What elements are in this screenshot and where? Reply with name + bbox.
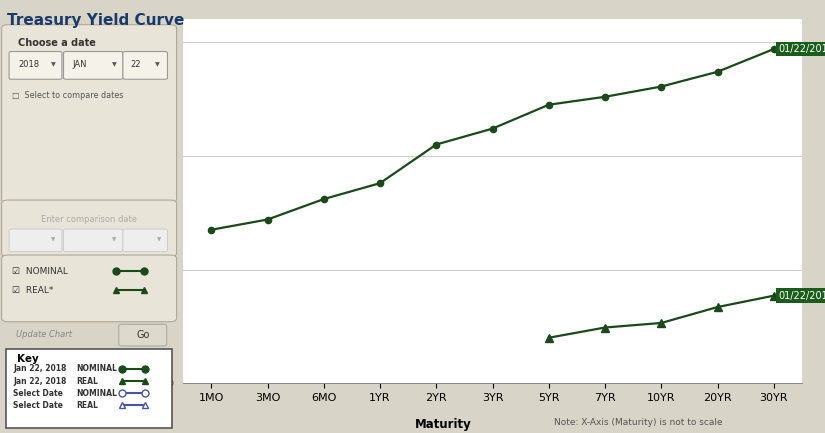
Text: JAN: JAN: [73, 61, 87, 69]
Text: Note: X-Axis (Maturity) is not to scale: Note: X-Axis (Maturity) is not to scale: [554, 418, 723, 427]
Text: □  Select to compare dates: □ Select to compare dates: [12, 91, 124, 100]
Text: Maturity: Maturity: [415, 418, 471, 431]
Text: ▼: ▼: [112, 62, 117, 68]
Y-axis label: Yield (%): Yield (%): [139, 175, 152, 227]
Text: ☑  NOMINAL: ☑ NOMINAL: [12, 267, 68, 276]
Text: Enter comparison date: Enter comparison date: [41, 216, 137, 224]
Text: Key: Key: [16, 354, 38, 364]
Text: ▼: ▼: [51, 237, 55, 242]
Text: ▼: ▼: [157, 237, 161, 242]
Text: Jan 22, 2018: Jan 22, 2018: [13, 377, 67, 385]
Text: Choose a date: Choose a date: [18, 38, 96, 48]
Text: REAL: REAL: [76, 401, 98, 410]
Text: 01/22/2018: 01/22/2018: [778, 291, 825, 301]
Text: Go: Go: [136, 330, 149, 340]
Text: NOMINAL: NOMINAL: [76, 389, 117, 397]
Text: NOMINAL: NOMINAL: [76, 365, 117, 373]
Text: ▼: ▼: [112, 237, 116, 242]
Text: 22: 22: [130, 61, 141, 69]
Text: 01/22/2018: 01/22/2018: [778, 44, 825, 54]
Text: Jan 22, 2018: Jan 22, 2018: [13, 365, 67, 373]
Text: Select Date: Select Date: [13, 389, 63, 397]
Text: Update Chart: Update Chart: [16, 330, 73, 339]
Text: ▼: ▼: [51, 62, 56, 68]
Text: ☑  REAL*: ☑ REAL*: [12, 286, 54, 294]
Text: REAL: REAL: [76, 377, 98, 385]
Text: Treasury Yield Curve: Treasury Yield Curve: [7, 13, 184, 28]
Text: Select Date: Select Date: [13, 401, 63, 410]
Text: 2018: 2018: [18, 61, 40, 69]
Text: ▼: ▼: [155, 62, 160, 68]
